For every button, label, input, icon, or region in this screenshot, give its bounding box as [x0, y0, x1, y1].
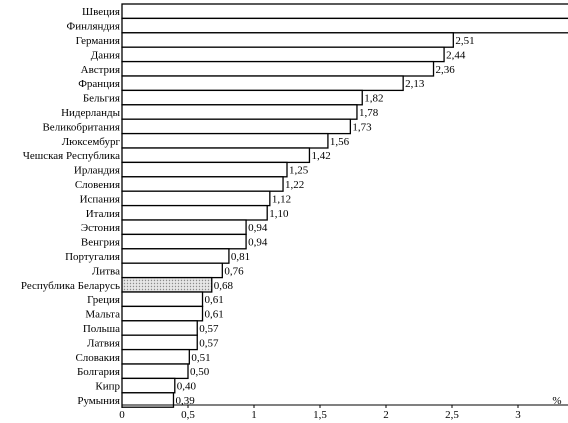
- bar-2: [121, 17, 568, 34]
- bar-6: [121, 75, 404, 92]
- bar-21: [121, 291, 204, 308]
- bar-14: [121, 190, 271, 207]
- bar-15: [121, 204, 268, 221]
- bar-12: [121, 161, 288, 178]
- category-label: Республика Беларусь: [21, 280, 120, 292]
- category-label: Италия: [86, 208, 120, 220]
- bar-10: [121, 132, 329, 149]
- category-label: Чешская Республика: [23, 150, 120, 162]
- value-label: 0,50: [190, 366, 210, 378]
- bar-16: [121, 219, 247, 236]
- value-label: 0,76: [224, 265, 244, 277]
- value-labels: 3,863,482,512,442,362,131,821,781,731,56…: [175, 35, 474, 407]
- category-label: Ирландия: [74, 165, 120, 177]
- x-axis: 00,511,522,533,54: [119, 404, 568, 421]
- category-label: Люксембург: [62, 136, 121, 148]
- bar-25: [121, 348, 190, 365]
- category-label: Португалия: [65, 251, 120, 263]
- category-label: Швеция: [82, 6, 120, 18]
- category-label: Испания: [80, 193, 120, 205]
- value-label: 1,82: [364, 93, 383, 105]
- bar-27: [121, 377, 176, 394]
- x-tick-label: 0,5: [181, 409, 195, 421]
- bar-3: [121, 32, 454, 48]
- value-label: 2,44: [446, 49, 466, 61]
- bar-4: [121, 46, 445, 63]
- value-label: 2,51: [455, 35, 474, 47]
- category-label: Болгария: [77, 366, 120, 378]
- category-label: Эстония: [81, 222, 120, 234]
- category-label: Дания: [91, 49, 120, 61]
- value-label: 0,51: [191, 352, 210, 364]
- x-tick-label: 3: [515, 409, 521, 421]
- category-label: Кипр: [95, 381, 120, 393]
- category-label: Финляндия: [67, 21, 120, 33]
- x-tick-label: 1,5: [313, 409, 327, 421]
- category-label: Греция: [87, 294, 120, 306]
- value-label: 1,22: [285, 179, 304, 191]
- bar-7: [121, 89, 363, 106]
- value-label: 0,39: [175, 395, 195, 407]
- bar-20: [121, 276, 213, 293]
- x-tick-label: 2: [383, 409, 389, 421]
- bar-23: [121, 320, 198, 336]
- value-label: 1,42: [311, 150, 330, 162]
- category-label: Румыния: [77, 395, 120, 407]
- value-label: 2,13: [405, 78, 425, 90]
- category-label: Словения: [75, 179, 120, 191]
- bars-layer: [121, 3, 568, 408]
- bar-17: [121, 233, 247, 250]
- category-labels: Швеция Финляндия Германия Дания Австрия Франц…: [21, 6, 121, 407]
- bar-24: [121, 334, 198, 351]
- value-label: 0,40: [177, 381, 197, 393]
- value-label: 0,94: [248, 222, 268, 234]
- category-label: Франция: [78, 78, 120, 90]
- bar-18: [121, 248, 230, 264]
- value-label: 0,57: [199, 337, 219, 349]
- value-label: 1,56: [330, 136, 350, 148]
- bar-19: [121, 262, 223, 279]
- category-label: Словакия: [75, 352, 120, 364]
- category-label: Польша: [83, 323, 120, 335]
- value-label: 0,81: [231, 251, 250, 263]
- x-tick-label: 1: [251, 409, 257, 421]
- value-label: 1,10: [269, 208, 289, 220]
- category-label: Нидерланды: [61, 107, 121, 119]
- x-tick-label: 2,5: [445, 409, 459, 421]
- bar-22: [121, 305, 204, 322]
- value-label: 1,25: [289, 165, 309, 177]
- bar-26: [121, 363, 189, 380]
- bar-8: [121, 104, 358, 120]
- category-label: Мальта: [85, 309, 120, 321]
- x-tick-label: 0: [119, 409, 125, 421]
- value-label: 0,61: [205, 309, 224, 321]
- bar-5: [121, 60, 435, 77]
- value-label: 1,73: [352, 121, 372, 133]
- bar-1: [121, 3, 568, 20]
- value-label: 0,68: [214, 280, 234, 292]
- bar-13: [121, 176, 284, 192]
- category-label: Австрия: [81, 64, 120, 76]
- category-label: Венгрия: [81, 237, 120, 249]
- value-label: 1,12: [272, 193, 291, 205]
- value-label: 0,94: [248, 237, 268, 249]
- category-label: Латвия: [87, 337, 120, 349]
- x-axis-label: %: [552, 395, 561, 407]
- value-label: 0,61: [205, 294, 224, 306]
- category-label: Великобритания: [42, 121, 120, 133]
- bar-9: [121, 118, 352, 135]
- category-label: Бельгия: [83, 93, 120, 105]
- value-label: 0,57: [199, 323, 219, 335]
- category-label: Германия: [76, 35, 120, 47]
- value-label: 2,36: [436, 64, 456, 76]
- category-label: Литва: [92, 265, 120, 277]
- bar-11: [121, 147, 311, 164]
- value-label: 1,78: [359, 107, 379, 119]
- bar-28: [121, 392, 175, 408]
